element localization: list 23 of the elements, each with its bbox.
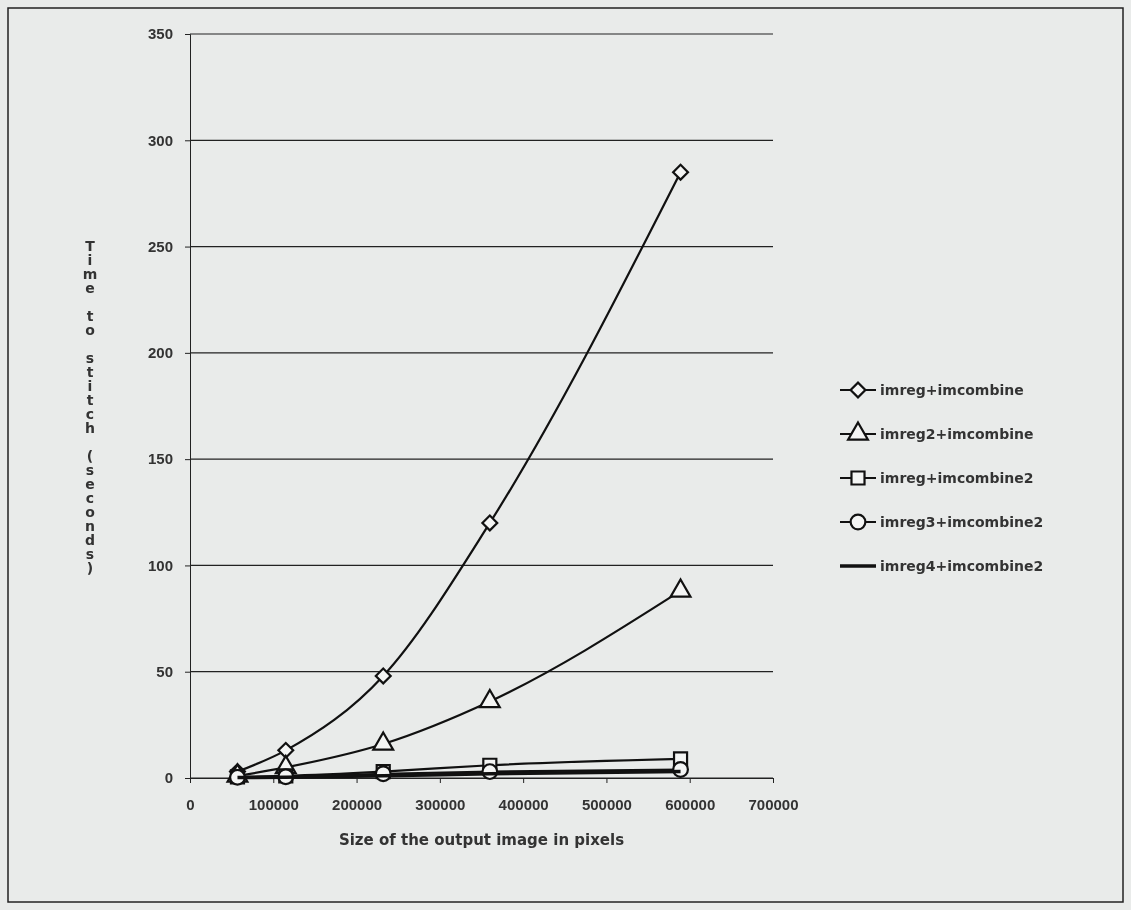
y-tick-label: 50 xyxy=(156,663,173,681)
y-tick-label: 250 xyxy=(147,237,173,255)
y-tick-label: 300 xyxy=(147,131,173,149)
y-tick-label: 350 xyxy=(147,25,173,43)
x-tick-label: 0 xyxy=(186,795,195,813)
x-axis-title: Size of the output image in pixels xyxy=(338,831,625,849)
y-tick-label: 100 xyxy=(147,556,173,574)
y-axis-title: Time to stitch (seconds) xyxy=(82,238,98,575)
y-tick-label: 150 xyxy=(147,450,173,468)
x-tick-label: 200000 xyxy=(332,795,383,813)
x-tick-label: 600000 xyxy=(665,795,716,813)
x-tick-label: 500000 xyxy=(581,795,632,813)
x-tick-label: 300000 xyxy=(415,795,466,813)
y-tick-label: 200 xyxy=(147,344,173,362)
x-tick-label: 700000 xyxy=(748,795,799,813)
legend-label: imreg2+imcombine xyxy=(880,426,1034,442)
legend-label: imreg+imcombine xyxy=(880,382,1024,398)
legend-label: imreg4+imcombine2 xyxy=(880,558,1044,574)
y-tick-label: 0 xyxy=(164,769,173,787)
x-tick-label: 400000 xyxy=(498,795,549,813)
x-tick-label: 100000 xyxy=(248,795,299,813)
legend-label: imreg3+imcombine2 xyxy=(880,514,1044,530)
legend-label: imreg+imcombine2 xyxy=(880,470,1034,486)
